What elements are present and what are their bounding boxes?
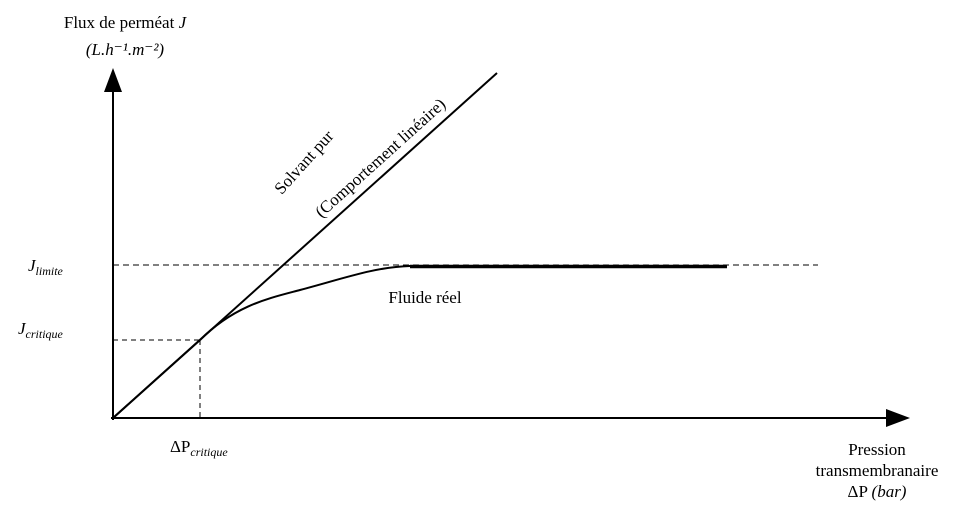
x-title-3: ΔP (bar) [848,482,907,501]
x-arrow [886,409,910,427]
limit-symbol: J [28,256,37,275]
solvent-label: Solvant pur [270,126,337,198]
limit-label: Jlimite [28,256,64,278]
x-unit: (bar) [872,482,907,501]
limit-sub: limite [36,264,64,278]
x-symbol: ΔP [848,482,868,501]
real-fluid-curve [112,265,727,419]
y-title: Flux de perméat J [64,13,188,32]
y-unit: (L.h⁻¹.m⁻²) [86,40,165,59]
critical-sub: critique [26,327,64,341]
critical-label: Jcritique [18,319,64,341]
y-arrow [104,68,122,92]
x-title-1: Pression [848,440,906,459]
real-label: Fluide réel [388,288,461,307]
x-title-2: transmembranaire [816,461,939,480]
critical-pressure-sub: critique [190,445,228,459]
critical-pressure-symbol: ΔP [170,437,190,456]
critical-symbol: J [18,319,27,338]
y-title-text: Flux de perméat [64,13,175,32]
solvent-sublabel: (Comportement linéaire) [311,94,449,221]
y-symbol: J [179,13,188,32]
critical-pressure-label: ΔPcritique [170,437,228,459]
